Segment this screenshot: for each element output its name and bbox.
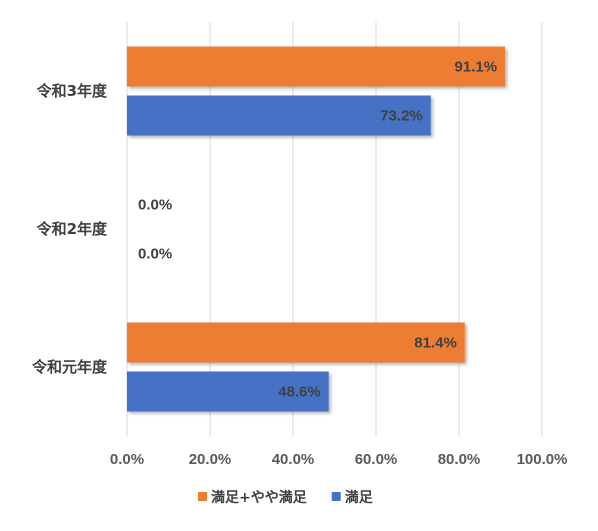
x-tick-label: 0.0% xyxy=(110,451,144,468)
category-label: 令和元年度 xyxy=(32,358,108,376)
data-label: 73.2% xyxy=(380,108,423,125)
bar xyxy=(127,322,465,363)
gridlines xyxy=(126,22,543,436)
legend-swatch xyxy=(198,492,207,501)
bar xyxy=(127,95,431,136)
legend-swatch xyxy=(331,492,341,501)
data-label: 91.1% xyxy=(455,59,498,76)
data-label: 0.0% xyxy=(138,197,172,214)
x-tick-label: 60.0% xyxy=(355,451,398,468)
legend-label: 満足+やや満足 xyxy=(211,489,308,506)
legend: 満足+やや満足 満足 xyxy=(198,489,374,506)
data-label: 48.6% xyxy=(278,384,321,401)
bars xyxy=(127,46,506,412)
x-tick-label: 20.0% xyxy=(189,451,232,468)
x-tick-label: 80.0% xyxy=(438,451,481,468)
data-label: 0.0% xyxy=(138,246,172,263)
bar xyxy=(127,371,329,412)
data-label: 81.4% xyxy=(414,335,457,352)
data-labels: 91.1% 73.2% 0.0% 0.0% 81.4% 48.6% xyxy=(138,59,497,401)
x-tick-label: 40.0% xyxy=(272,451,315,468)
legend-label: 満足 xyxy=(345,489,374,506)
category-label: 令和3年度 xyxy=(37,82,108,100)
x-tick-labels: 0.0% 20.0% 40.0% 60.0% 80.0% 100.0% xyxy=(110,451,568,468)
category-label: 令和2年度 xyxy=(37,220,108,238)
bar xyxy=(127,46,506,87)
x-tick-label: 100.0% xyxy=(517,451,568,468)
